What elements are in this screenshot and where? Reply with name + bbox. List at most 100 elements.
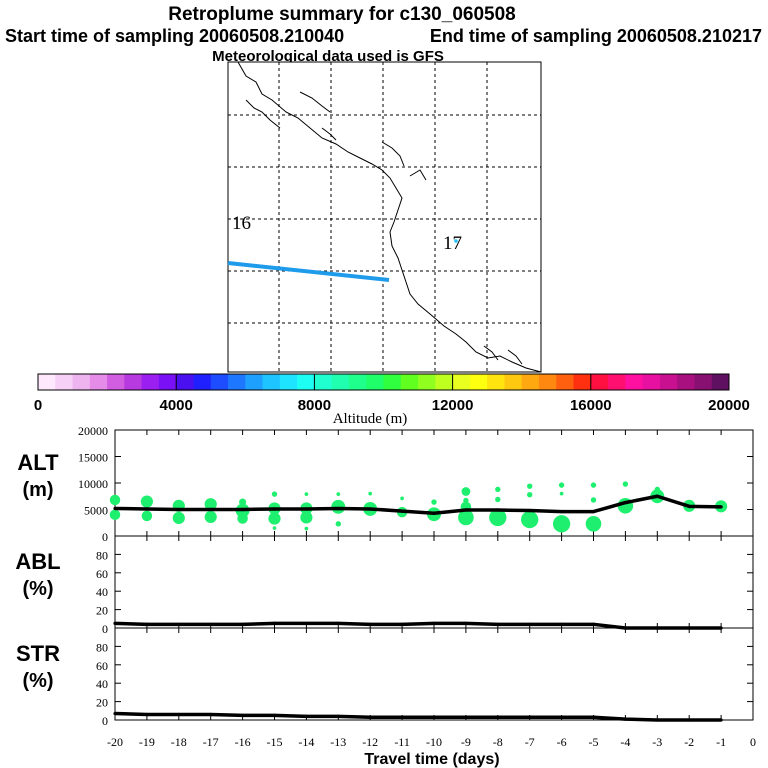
time-series-panels: 0 5000 10000 15000 20000 ALT (m) 0 20 40 60 80 ABL (%… — [15, 424, 756, 749]
x-tick-label: -9 — [461, 735, 471, 749]
colorbar-swatch — [55, 374, 74, 390]
series-point — [113, 506, 117, 511]
y-tick-label: 40 — [96, 585, 108, 599]
series-point — [241, 713, 245, 718]
colorbar-swatch — [400, 374, 419, 390]
altitude-point — [489, 508, 507, 527]
series-point — [496, 715, 500, 719]
altitude-point — [552, 515, 571, 533]
altitude-point — [495, 486, 501, 493]
x-axis-title: Travel time (days) — [364, 751, 499, 768]
altitude-point — [300, 511, 313, 524]
colorbar-swatch — [158, 374, 177, 390]
series-point — [177, 622, 181, 626]
altitude-point — [527, 483, 533, 489]
series-point — [209, 712, 213, 717]
series-line-str — [114, 711, 722, 722]
x-tick-label: -1 — [716, 735, 726, 749]
panel-ylabel: ALT — [17, 450, 59, 475]
map-label-17: 17 — [443, 233, 462, 254]
series-point — [272, 507, 277, 511]
colorbar-swatch — [573, 374, 592, 390]
y-tick-label: 60 — [96, 659, 108, 673]
colorbar-swatch — [210, 374, 229, 390]
x-tick-label: -2 — [684, 735, 694, 749]
series-point — [209, 507, 213, 512]
altitude-point — [458, 509, 474, 526]
x-tick-label: -8 — [493, 735, 503, 749]
colorbar-swatch — [590, 374, 609, 390]
y-tick-label: 80 — [96, 548, 108, 562]
map-coastline — [237, 61, 542, 373]
x-tick-label: -11 — [394, 735, 410, 749]
colorbar-swatch — [452, 374, 471, 390]
altitude-point — [585, 516, 602, 532]
y-tick-label: 0 — [102, 714, 108, 728]
altitude-point — [141, 510, 153, 522]
series-point — [145, 507, 149, 511]
altitude-point — [521, 510, 539, 529]
series-point — [400, 622, 404, 626]
x-tick-label: -15 — [267, 735, 283, 749]
x-tick-label: -4 — [620, 735, 630, 749]
colorbar-swatch — [383, 374, 402, 390]
series-point — [241, 622, 245, 626]
x-tick-label: -14 — [298, 735, 314, 749]
x-tick-label: -20 — [107, 735, 123, 749]
altitude-point — [271, 491, 278, 497]
altitude-point — [495, 496, 501, 503]
altitude-point — [140, 495, 153, 508]
altitude-point — [368, 491, 373, 496]
series-point — [113, 711, 117, 716]
colorbar-swatch — [538, 374, 557, 390]
altitude-point — [654, 486, 660, 493]
colorbar-swatch — [124, 374, 143, 390]
altitude-point — [590, 497, 597, 503]
altitude-point — [272, 526, 277, 530]
map-panel: 16 17 — [227, 61, 542, 373]
map-point-marker — [454, 239, 458, 243]
altitude-point — [237, 513, 248, 524]
series-point — [113, 621, 117, 626]
x-tick-label: -12 — [362, 735, 378, 749]
altitude-colorbar: 0 4000 8000 12000 16000 20000 — [34, 373, 750, 414]
series-point — [719, 505, 723, 509]
series-point — [591, 715, 596, 719]
series-point — [528, 622, 532, 626]
altitude-point — [590, 482, 597, 488]
series-point — [241, 507, 245, 512]
colorbar-swatch — [556, 374, 575, 390]
series-point — [368, 715, 372, 719]
colorbar-title: Altitude (m) — [333, 411, 408, 427]
series-point — [272, 713, 277, 718]
altitude-point — [204, 510, 217, 524]
series-point — [560, 715, 564, 719]
colorbar-swatch — [279, 374, 298, 390]
colorbar-swatch — [677, 374, 695, 390]
colorbar-tick-label: 8000 — [298, 397, 331, 414]
altitude-point — [172, 511, 185, 525]
altitude-point — [558, 482, 565, 488]
colorbar-swatch — [521, 374, 540, 390]
series-point — [336, 714, 340, 718]
series-point — [209, 622, 213, 626]
y-tick-label: 0 — [102, 622, 108, 636]
y-tick-label: 20 — [96, 604, 108, 618]
colorbar-swatch — [418, 374, 436, 390]
colorbar-swatch — [435, 374, 454, 390]
colorbar-swatch — [504, 374, 523, 390]
series-point — [528, 715, 532, 719]
colorbar-swatch — [625, 374, 644, 390]
altitude-point — [336, 492, 341, 496]
panel-ylabel: STR — [16, 641, 60, 666]
colorbar-swatch — [141, 374, 160, 390]
panel-ylabel-unit: (m) — [22, 479, 53, 501]
colorbar-swatch — [89, 374, 108, 390]
colorbar-swatch — [366, 374, 384, 390]
x-tick-label: -16 — [235, 735, 251, 749]
altitude-point — [109, 509, 121, 521]
series-point — [272, 621, 277, 626]
end-time-label: End time of sampling 20060508.210217 — [430, 26, 762, 46]
